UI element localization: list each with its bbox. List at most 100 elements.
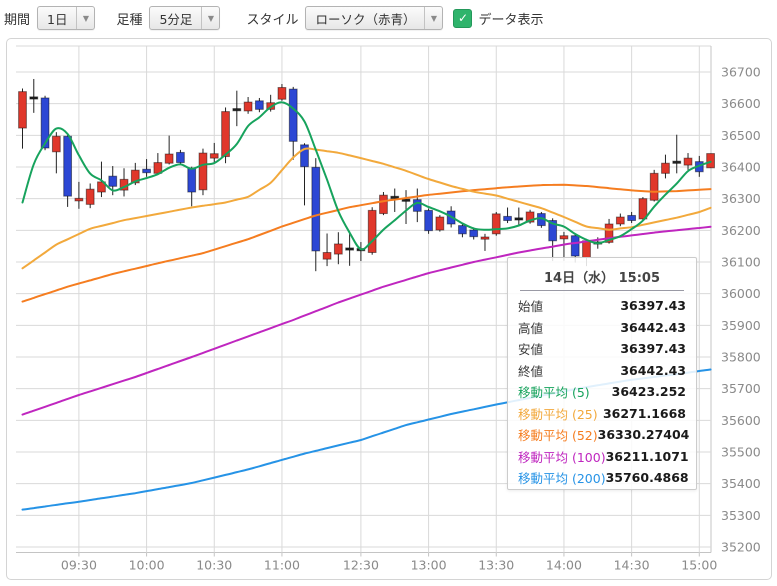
candlestick[interactable]	[401, 198, 411, 202]
candlestick[interactable]	[63, 135, 73, 197]
candlestick[interactable]	[322, 252, 332, 260]
candlestick[interactable]	[638, 198, 648, 220]
tooltip-row-value: 36397.43	[620, 341, 686, 357]
candlestick[interactable]	[97, 181, 106, 193]
candlestick[interactable]	[559, 235, 569, 240]
candlestick[interactable]	[243, 101, 253, 112]
tooltip-row-value: 36423.252	[611, 384, 686, 400]
candlestick[interactable]	[491, 213, 501, 235]
candlestick-chart[interactable]: 36700 36600 36500 36400 36300 36200 36100 36000…	[7, 39, 769, 577]
data-display-label: データ表示	[478, 12, 544, 28]
candlestick[interactable]	[209, 153, 219, 159]
tooltip-row-label: 安値	[518, 342, 544, 358]
tooltip-row-value: 36211.1071	[605, 448, 689, 464]
ma52-line	[21, 183, 712, 303]
x-axis-label: 13:00	[411, 558, 447, 573]
tooltip-row-label: 移動平均 (5)	[518, 385, 590, 401]
x-axis-label: 14:30	[614, 558, 650, 573]
candlestick[interactable]	[85, 188, 95, 205]
candlestick[interactable]	[672, 160, 682, 164]
candlestick[interactable]	[311, 166, 321, 252]
candlestick[interactable]	[390, 195, 400, 200]
candlestick[interactable]	[458, 225, 467, 235]
candlestick[interactable]	[345, 247, 355, 251]
candlestick[interactable]	[661, 162, 670, 174]
data-display-checkbox[interactable]: ✓	[453, 8, 473, 28]
candlestick[interactable]	[514, 217, 524, 221]
chevron-down-icon[interactable]: ▼	[76, 7, 94, 29]
y-axis-label: 36300	[721, 191, 761, 206]
candlestick[interactable]	[288, 88, 298, 142]
period-value: 1日	[47, 11, 68, 27]
candlestick[interactable]	[198, 152, 208, 191]
candlestick[interactable]	[29, 96, 39, 100]
tooltip-row-value: 35760.4868	[605, 470, 689, 486]
candlestick[interactable]	[480, 236, 490, 240]
ma25-line	[21, 147, 712, 270]
y-axis-label: 35500	[721, 445, 761, 460]
candlestick[interactable]	[176, 151, 185, 164]
candlestick[interactable]	[221, 111, 230, 158]
candlestick[interactable]	[74, 197, 84, 202]
y-axis-label: 35400	[721, 476, 761, 491]
period-label: 期間	[4, 12, 31, 28]
candlestick[interactable]	[300, 144, 309, 168]
x-axis-label: 12:30	[343, 558, 379, 573]
candlestick[interactable]	[503, 215, 512, 222]
y-axis-label: 35700	[721, 381, 761, 396]
bar-type-dropdown[interactable]: 5分足 ▼	[149, 6, 221, 30]
tooltip-row-label: 始値	[518, 299, 544, 315]
x-axis-label: 14:00	[546, 558, 582, 573]
candlestick[interactable]	[615, 216, 625, 225]
tooltip-row-label: 移動平均 (200)	[518, 471, 606, 487]
candlestick[interactable]	[627, 214, 637, 222]
candlestick[interactable]	[18, 91, 27, 129]
candlestick[interactable]	[333, 243, 343, 255]
tooltip-row-value: 36442.43	[620, 362, 686, 378]
candlestick[interactable]	[469, 229, 479, 238]
candlestick[interactable]	[649, 172, 659, 201]
candlestick[interactable]	[525, 211, 535, 223]
tooltip-row: 移動平均 (200) 35760.4868	[518, 467, 689, 489]
candlestick[interactable]	[582, 240, 591, 259]
y-axis-label: 35300	[721, 508, 761, 523]
candlestick[interactable]	[367, 209, 377, 254]
tooltip-row: 移動平均 (52) 36330.27404	[518, 424, 689, 446]
y-axis-label: 36500	[721, 128, 761, 143]
chevron-down-icon[interactable]: ▼	[201, 7, 219, 29]
candlestick[interactable]	[130, 169, 140, 184]
tooltip-row-value: 36397.43	[620, 298, 686, 314]
tooltip-row: 終値 36442.43	[518, 360, 686, 382]
x-axis-label: 10:30	[196, 558, 232, 573]
style-dropdown[interactable]: ローソク（赤青） ▼	[305, 6, 444, 30]
data-tooltip: 14日（水） 15:05 始値 36397.43 高値 36442.43 安値 36397…	[507, 257, 697, 490]
candlestick[interactable]	[254, 100, 264, 110]
chart-card: 36700 36600 36500 36400 36300 36200 36100 36000…	[6, 38, 772, 580]
chevron-down-icon[interactable]: ▼	[424, 7, 442, 29]
candlestick[interactable]	[277, 87, 287, 100]
candlestick[interactable]	[424, 209, 433, 232]
candlestick[interactable]	[435, 216, 445, 231]
period-dropdown[interactable]: 1日 ▼	[37, 6, 96, 30]
candlestick[interactable]	[232, 108, 242, 112]
candlestick[interactable]	[379, 194, 388, 215]
candlestick[interactable]	[108, 175, 118, 187]
candlestick[interactable]	[604, 223, 614, 243]
candlestick[interactable]	[570, 235, 580, 257]
candlestick[interactable]	[683, 157, 693, 166]
candlestick[interactable]	[142, 168, 151, 174]
candlestick[interactable]	[412, 199, 422, 212]
tooltip-divider	[520, 290, 684, 291]
candlestick[interactable]	[40, 97, 50, 149]
tooltip-row-value: 36271.1668	[602, 405, 686, 421]
candlestick[interactable]	[548, 220, 558, 242]
candlestick[interactable]	[187, 167, 197, 193]
tooltip-row-label: 移動平均 (25)	[518, 406, 598, 422]
style-value: ローソク（赤青）	[315, 11, 416, 27]
tooltip-rows: 始値 36397.43 高値 36442.43 安値 36397.43 終値 36442.43…	[518, 295, 689, 489]
y-axis-label: 36100	[721, 255, 761, 270]
tooltip-row-value: 36330.27404	[597, 427, 690, 443]
candlestick[interactable]	[164, 153, 174, 164]
candlestick[interactable]	[51, 135, 61, 153]
candlestick[interactable]	[706, 153, 715, 169]
